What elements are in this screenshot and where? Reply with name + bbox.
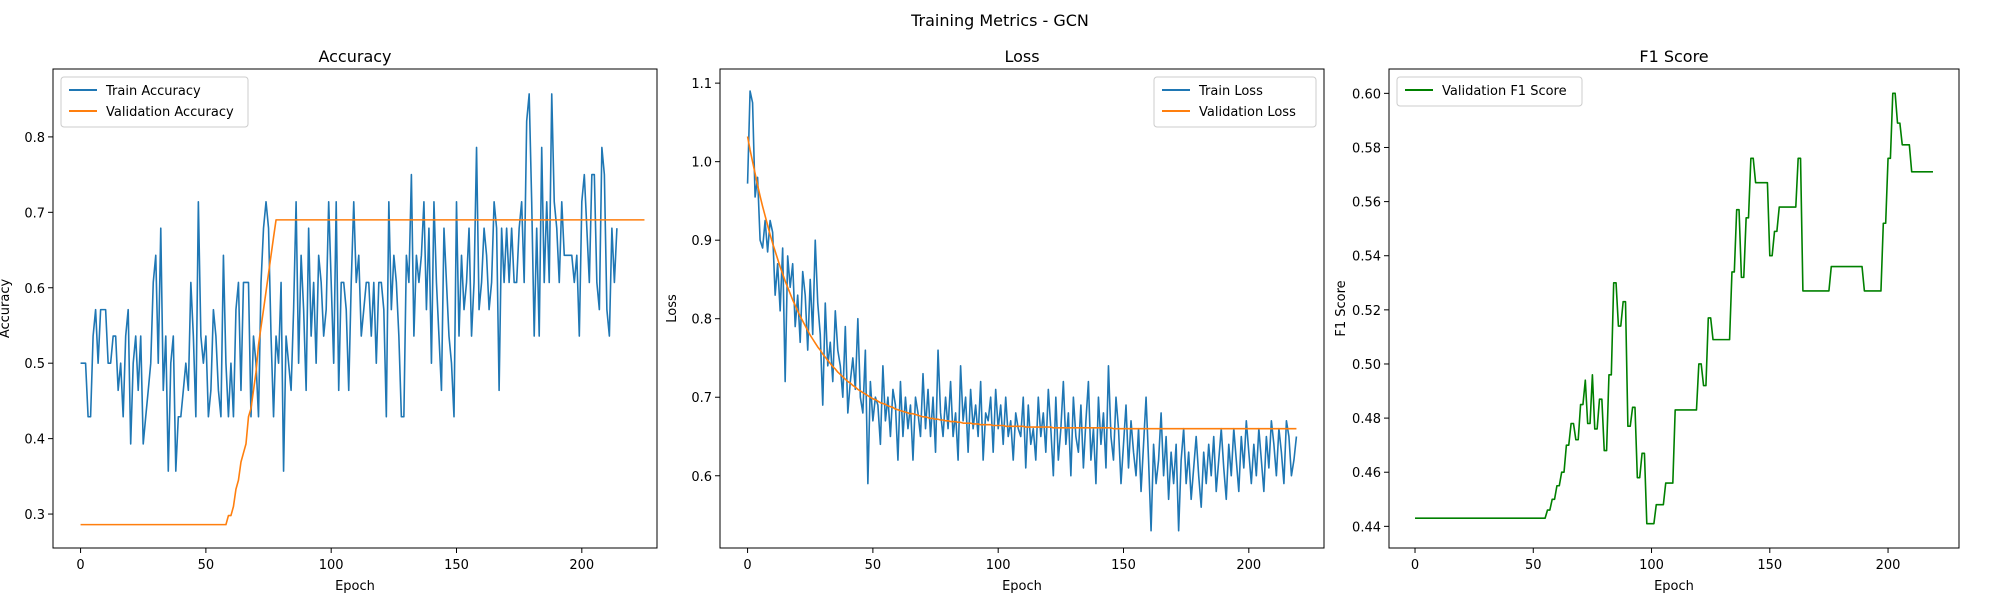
y-tick-label: 0.52 — [1352, 304, 1381, 319]
series-line-0 — [746, 90, 1298, 532]
x-tick-label: 200 — [569, 558, 594, 573]
y-tick-label: 0.46 — [1352, 466, 1381, 481]
y-tick-label: 0.5 — [24, 357, 45, 372]
x-tick-label: 200 — [1236, 558, 1261, 573]
legend-label: Validation Accuracy — [106, 105, 234, 120]
x-axis-label: Epoch — [1002, 579, 1042, 594]
x-tick-label: 50 — [1525, 558, 1542, 573]
subplot-title: Accuracy — [318, 47, 391, 66]
legend: Validation F1 Score — [1396, 76, 1583, 107]
x-tick-label: 100 — [1639, 558, 1664, 573]
y-tick-label: 1.1 — [691, 77, 712, 92]
y-axis-label: Accuracy — [0, 279, 13, 339]
y-tick-label: 0.50 — [1352, 358, 1381, 373]
y-tick-label: 0.7 — [24, 206, 45, 221]
x-tick-label: 0 — [1411, 558, 1419, 573]
y-axis-label: Loss — [665, 294, 680, 323]
subplot-0: Accuracy 0 50 100 150 200 0.3 0.4 0.5 0.6 0.7 0.8 Ep… — [0, 47, 658, 594]
y-tick-label: 0.8 — [24, 131, 45, 146]
x-tick-label: 150 — [444, 558, 469, 573]
legend-box — [1396, 76, 1583, 107]
y-tick-label: 1.0 — [691, 156, 712, 171]
y-axis-label: F1 Score — [1334, 280, 1349, 336]
figure-suptitle: Training Metrics - GCN — [910, 11, 1089, 30]
y-tick-label: 0.58 — [1352, 141, 1381, 156]
y-tick-label: 0.56 — [1352, 196, 1381, 211]
legend-label: Validation F1 Score — [1442, 84, 1567, 99]
legend-box — [1153, 76, 1317, 128]
y-tick-label: 0.9 — [691, 234, 712, 249]
y-tick-label: 0.6 — [691, 470, 712, 485]
y-tick-label: 0.3 — [24, 508, 45, 523]
y-tick-label: 0.54 — [1352, 250, 1381, 265]
subplot-title: F1 Score — [1639, 47, 1708, 66]
legend-label: Train Loss — [1198, 84, 1263, 99]
subplot-2: F1 Score 0 50 100 150 200 0.44 0.46 0.48 0.50 0.52… — [1334, 47, 1960, 594]
series-line-0 — [80, 93, 618, 472]
x-tick-label: 50 — [198, 558, 215, 573]
series-line-1 — [746, 136, 1297, 430]
series-line-1 — [80, 219, 645, 526]
y-tick-label: 0.48 — [1352, 412, 1381, 427]
y-tick-label: 0.44 — [1352, 520, 1381, 535]
x-tick-label: 150 — [1111, 558, 1136, 573]
x-axis-label: Epoch — [1654, 579, 1694, 594]
series-line-0 — [1415, 92, 1933, 525]
y-tick-label: 0.8 — [691, 313, 712, 328]
x-tick-label: 0 — [76, 558, 84, 573]
legend: Train Accuracy Validation Accuracy — [60, 76, 249, 128]
axes-frame — [719, 68, 1325, 549]
y-tick-label: 0.60 — [1352, 87, 1381, 102]
y-tick-label: 0.6 — [24, 282, 45, 297]
axes-frame — [52, 68, 658, 549]
legend-label: Validation Loss — [1199, 105, 1296, 120]
y-tick-label: 0.4 — [24, 433, 45, 448]
x-tick-label: 100 — [319, 558, 344, 573]
x-tick-label: 150 — [1757, 558, 1782, 573]
subplot-1: Loss 0 50 100 150 200 0.6 0.7 0.8 0.9 1.0 1.1 Epoch L… — [665, 47, 1325, 594]
x-tick-label: 100 — [986, 558, 1011, 573]
x-tick-label: 0 — [743, 558, 751, 573]
x-axis-label: Epoch — [335, 579, 375, 594]
legend-label: Train Accuracy — [105, 84, 201, 99]
legend-box — [60, 76, 249, 128]
x-tick-label: 200 — [1876, 558, 1901, 573]
x-tick-label: 50 — [865, 558, 882, 573]
legend: Train Loss Validation Loss — [1153, 76, 1317, 128]
axes-frame — [1388, 68, 1960, 549]
subplot-title: Loss — [1004, 47, 1039, 66]
y-tick-label: 0.7 — [691, 391, 712, 406]
